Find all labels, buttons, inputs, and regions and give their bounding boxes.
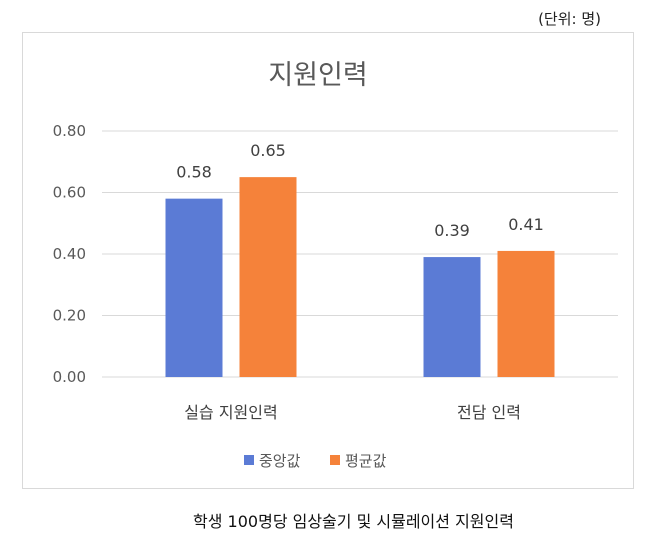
legend-swatch [330,455,340,465]
category-label: 실습 지원인력 [184,403,277,422]
y-tick-label: 0.60 [53,184,86,202]
legend-label: 중앙값 [259,452,301,470]
legend-label: 평균값 [345,452,387,470]
bar-median [423,257,481,377]
y-tick-label: 0.40 [53,245,86,263]
y-tick-label: 0.00 [53,368,86,386]
chart-title: 지원인력 [268,60,367,91]
bar-mean [497,250,555,377]
category-label: 전담 인력 [457,403,521,422]
y-tick-label: 0.80 [53,122,86,140]
data-label: 0.41 [508,215,544,234]
figure-caption: 학생 100명당 임상술기 및 시뮬레이션 지원인력 [193,512,514,531]
data-label: 0.39 [434,221,470,240]
legend-swatch [244,455,254,465]
data-label: 0.58 [176,163,212,182]
y-tick-label: 0.20 [53,307,86,325]
unit-note: (단위: 명) [538,10,601,28]
data-label: 0.65 [250,141,286,160]
bar-median [165,198,223,377]
bar-mean [239,177,297,377]
